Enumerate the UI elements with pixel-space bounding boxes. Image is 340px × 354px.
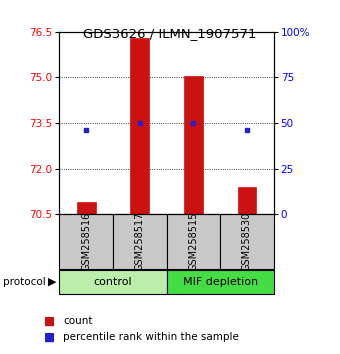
Text: MIF depletion: MIF depletion <box>183 277 258 287</box>
Text: protocol: protocol <box>3 277 46 287</box>
Bar <box>131 38 149 214</box>
Bar <box>184 76 203 214</box>
Text: percentile rank within the sample: percentile rank within the sample <box>63 332 239 342</box>
Text: GSM258517: GSM258517 <box>135 212 145 271</box>
Text: GSM258530: GSM258530 <box>242 212 252 271</box>
Text: control: control <box>94 277 132 287</box>
Bar <box>113 214 167 269</box>
Text: GSM258516: GSM258516 <box>81 212 91 271</box>
Text: GDS3626 / ILMN_1907571: GDS3626 / ILMN_1907571 <box>83 27 257 40</box>
Text: GSM258515: GSM258515 <box>188 212 198 271</box>
Bar <box>238 187 256 214</box>
Text: ■: ■ <box>44 315 55 328</box>
Text: count: count <box>63 316 92 326</box>
Text: ▶: ▶ <box>48 277 56 287</box>
Bar <box>220 214 274 269</box>
Bar <box>59 270 167 294</box>
Bar <box>167 270 274 294</box>
Bar <box>167 214 220 269</box>
Bar <box>59 214 113 269</box>
Bar <box>77 202 96 214</box>
Text: ■: ■ <box>44 331 55 343</box>
